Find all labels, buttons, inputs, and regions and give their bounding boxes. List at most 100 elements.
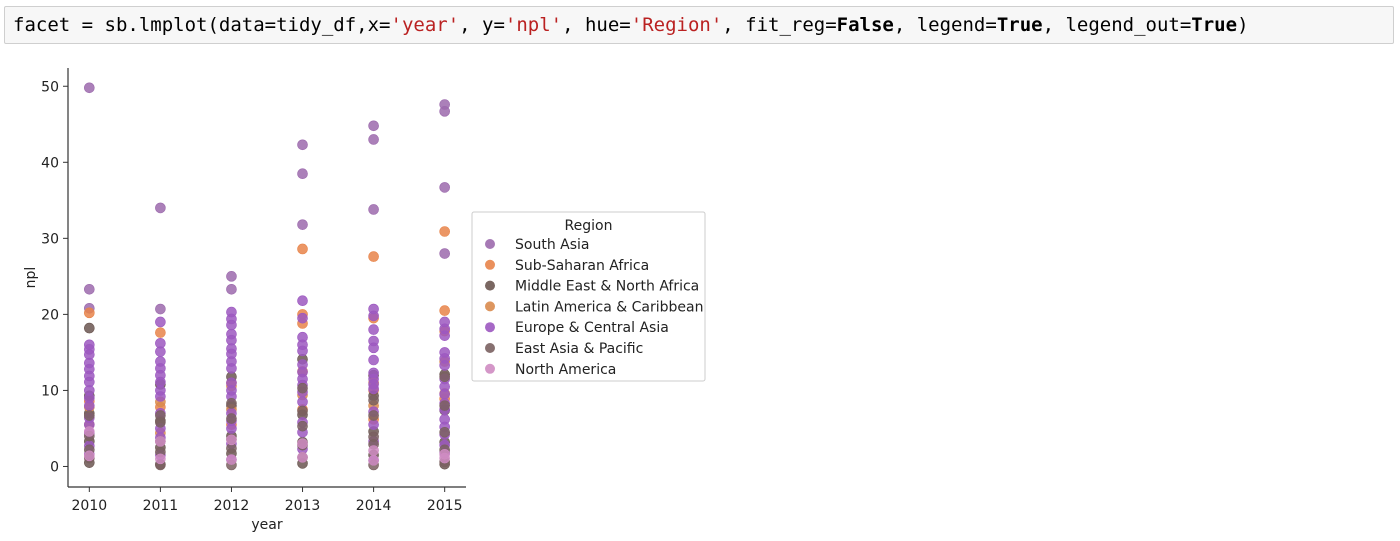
x-tick-label: 2010 [72, 498, 108, 514]
data-point [155, 303, 166, 315]
data-point [155, 202, 166, 214]
y-tick-label: 30 [41, 231, 59, 247]
legend-marker [485, 239, 495, 249]
code-token: 'Region' [630, 14, 723, 36]
code-token: , y= [459, 14, 505, 36]
data-point [297, 382, 308, 394]
data-point [439, 106, 450, 117]
data-point [84, 450, 95, 462]
data-point [84, 283, 95, 295]
y-tick-label: 50 [41, 79, 59, 95]
data-point [155, 417, 166, 428]
data-point [439, 426, 450, 438]
data-point [439, 182, 450, 193]
legend-marker [485, 343, 495, 353]
data-point [297, 243, 308, 255]
data-point [368, 251, 379, 262]
legend-marker [485, 280, 495, 291]
scatter-plot: 0 10 20 30 40 50 2010 2011 2012 2013 2014 2015 year n… [23, 68, 706, 533]
legend-entry: Sub-Saharan Africa [515, 258, 649, 274]
data-point [368, 455, 379, 466]
code-token: , legend_out= [1042, 14, 1192, 36]
data-point [439, 452, 450, 464]
data-point [226, 423, 237, 434]
code-token: , hue= [562, 14, 631, 36]
data-point [84, 322, 95, 334]
data-point [368, 342, 379, 354]
data-point [155, 453, 166, 465]
data-point [155, 436, 166, 447]
data-point [226, 283, 237, 295]
data-point [368, 445, 379, 456]
legend-entry: Latin America & Caribbean [515, 299, 704, 315]
data-point [439, 305, 450, 316]
data-point [297, 438, 308, 449]
data-point [368, 354, 379, 366]
data-point [155, 316, 166, 328]
data-point [368, 204, 379, 215]
data-point [439, 330, 450, 341]
data-point [226, 319, 237, 331]
legend-marker [485, 322, 495, 333]
legend-entry: South Asia [515, 237, 589, 253]
data-point [155, 346, 166, 357]
data-point [439, 400, 450, 411]
code-token: True [1191, 14, 1238, 36]
legend-entry: Middle East & North Africa [515, 279, 699, 295]
data-point [226, 363, 237, 374]
data-point [84, 82, 95, 94]
data-point [368, 120, 379, 132]
code-cell[interactable]: facet = sb.lmplot(data=tidy_df,x='year',… [4, 6, 1394, 44]
data-point [368, 134, 379, 145]
code-token: True [996, 14, 1043, 36]
code-token: False [836, 14, 894, 36]
data-point [297, 295, 308, 306]
data-point [368, 324, 379, 335]
x-axis-label: year [251, 517, 282, 533]
data-point [297, 219, 308, 230]
data-point [84, 426, 95, 437]
data-point [368, 419, 379, 430]
data-point [155, 391, 166, 402]
data-point [226, 434, 237, 446]
legend-entry: East Asia & Pacific [515, 341, 643, 357]
x-tick-label: 2015 [427, 498, 463, 514]
data-point [297, 420, 308, 432]
code-token: facet = sb.lmplot(data=tidy_df,x= [13, 14, 391, 36]
code-token: 'year' [390, 14, 460, 36]
data-point [439, 388, 450, 400]
data-point [84, 400, 95, 411]
data-point [368, 383, 379, 395]
code-token: 'npl' [504, 14, 563, 36]
legend-marker [485, 259, 495, 270]
data-point [439, 371, 450, 383]
code-token: , fit_reg= [722, 14, 837, 36]
data-point [368, 310, 379, 322]
legend-box [471, 211, 706, 382]
x-tick-label: 2012 [214, 498, 250, 514]
data-point [226, 413, 237, 424]
data-point [297, 168, 308, 180]
data-point [297, 452, 308, 463]
y-tick-label: 10 [41, 383, 59, 399]
legend-entry: Europe & Central Asia [515, 320, 669, 336]
legend-title: Region [565, 218, 613, 234]
data-point [297, 139, 308, 151]
data-point [226, 454, 237, 465]
x-tick-label: 2013 [285, 498, 321, 514]
legend-entry: North America [515, 362, 616, 378]
data-point [439, 226, 450, 237]
data-point [439, 248, 450, 259]
y-tick-label: 20 [41, 307, 59, 323]
data-point [226, 271, 237, 282]
code-token: ) [1237, 14, 1249, 36]
data-point [297, 405, 308, 417]
y-tick-label: 40 [41, 155, 59, 171]
data-point [297, 345, 308, 357]
y-tick-label: 0 [50, 459, 59, 475]
data-point [297, 396, 308, 408]
x-tick-label: 2011 [143, 498, 179, 514]
data-point [226, 398, 237, 409]
data-point [297, 312, 308, 324]
data-point [155, 327, 166, 338]
